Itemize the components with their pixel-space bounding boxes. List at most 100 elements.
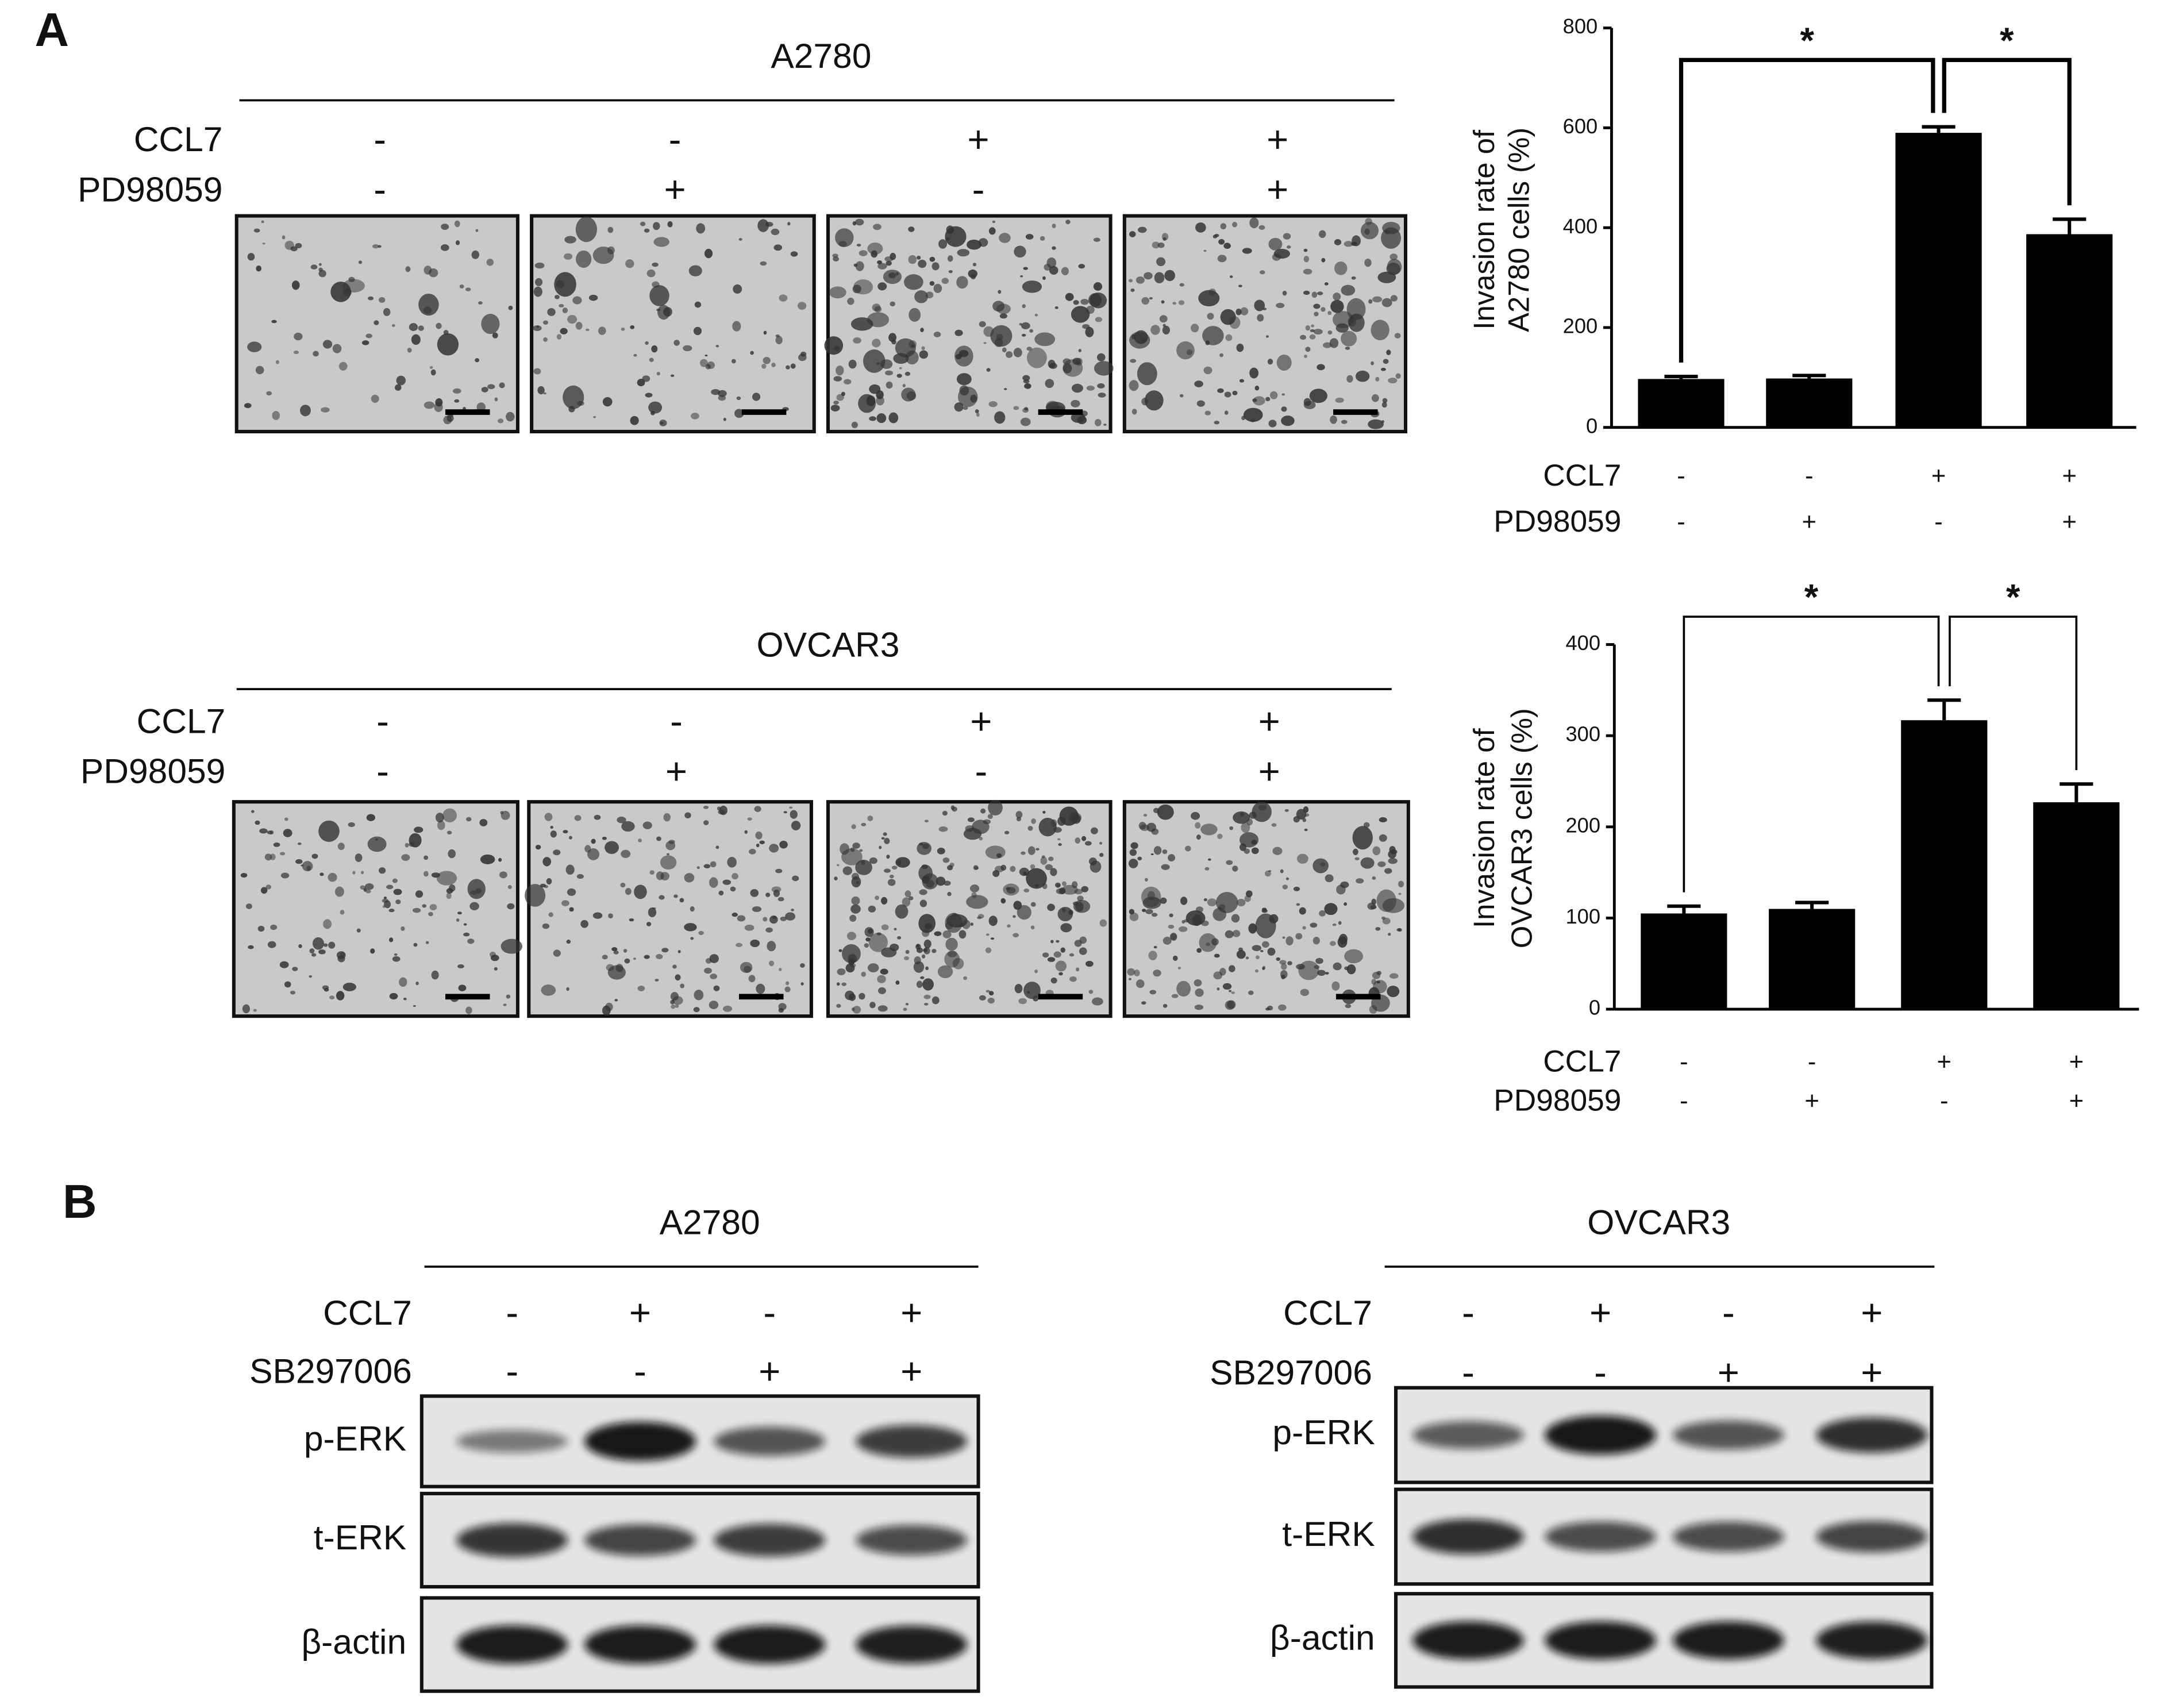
- cell: [968, 270, 977, 278]
- cell: [1229, 965, 1235, 972]
- cell: [833, 376, 842, 382]
- cell: [836, 366, 844, 376]
- y-tick-label: 200: [1563, 314, 1598, 338]
- cell: [1276, 957, 1280, 961]
- cell: [873, 224, 882, 230]
- cell: [1130, 842, 1138, 849]
- cell: [436, 322, 442, 329]
- cell: [732, 913, 738, 917]
- cell: [1312, 858, 1329, 874]
- cell: [332, 344, 342, 353]
- cell: [1334, 239, 1342, 245]
- scale-bar: [738, 994, 784, 1000]
- cell: [1030, 925, 1035, 930]
- blot-band: [1672, 1420, 1784, 1450]
- cell: [670, 374, 675, 377]
- cell: [1252, 945, 1262, 951]
- cell: [475, 358, 480, 363]
- cell: [320, 872, 324, 876]
- cell: [1144, 272, 1153, 280]
- treatment-sign: +: [900, 1291, 922, 1333]
- blot-band: [584, 1524, 696, 1556]
- cell: [1027, 826, 1033, 831]
- cell: [918, 259, 927, 268]
- cell: [876, 390, 884, 399]
- cell: [637, 985, 645, 991]
- cell: [456, 918, 460, 922]
- cell: [919, 843, 923, 846]
- treatment-sign: +: [970, 700, 992, 742]
- cell: [967, 817, 975, 822]
- cell: [985, 845, 1006, 859]
- cell: [1285, 877, 1289, 880]
- cell: [905, 950, 910, 954]
- cell: [393, 888, 402, 895]
- cell: [975, 409, 979, 414]
- cell: [775, 334, 780, 337]
- cell: [916, 980, 923, 988]
- cell: [1313, 303, 1321, 309]
- cell: [777, 897, 784, 902]
- cell: [657, 305, 670, 320]
- cell: [413, 1005, 416, 1007]
- cell: [1195, 822, 1201, 829]
- cell: [405, 843, 409, 848]
- cell: [411, 334, 421, 345]
- bar: [1901, 720, 1988, 1010]
- treatment-sign: +: [1267, 168, 1288, 210]
- cell: [1088, 857, 1097, 865]
- cell: [852, 872, 860, 880]
- cell: [311, 853, 318, 859]
- treatment-sign: +: [1258, 750, 1280, 792]
- cell: [645, 341, 649, 345]
- cell: [1379, 834, 1387, 842]
- cell: [442, 808, 457, 822]
- cell: [1345, 347, 1350, 350]
- cell: [1207, 313, 1214, 320]
- cell: [924, 820, 929, 823]
- cell: [1382, 398, 1388, 403]
- cell: [986, 933, 990, 936]
- cell: [1063, 358, 1071, 365]
- cell: [887, 879, 896, 886]
- cell: [952, 913, 957, 917]
- cell: [1153, 807, 1160, 813]
- cell: [1219, 353, 1224, 357]
- cell: [1021, 851, 1026, 855]
- cell: [1232, 930, 1241, 937]
- treatment-sign: +: [1802, 508, 1816, 536]
- cell: [311, 953, 317, 957]
- cell: [247, 253, 255, 261]
- cell: [656, 954, 663, 960]
- cell: [855, 261, 864, 271]
- cell: [1168, 854, 1176, 862]
- cell: [1176, 341, 1195, 360]
- cell: [919, 889, 927, 895]
- cell: [1268, 870, 1272, 872]
- blot-band: [1545, 1621, 1656, 1660]
- cell: [1355, 370, 1370, 382]
- cell: [779, 968, 782, 971]
- cell: [867, 243, 883, 255]
- cell: [988, 799, 1003, 816]
- cell: [1153, 945, 1157, 949]
- cell: [1096, 353, 1106, 361]
- cell: [885, 370, 893, 376]
- cell: [431, 872, 440, 878]
- cell: [563, 385, 584, 409]
- cell: [963, 828, 982, 840]
- treatment-label: CCL7: [1543, 1045, 1621, 1079]
- cell: [1353, 848, 1358, 856]
- cell: [969, 884, 980, 893]
- scale-bar: [1038, 994, 1083, 1000]
- cell: [1196, 834, 1201, 840]
- cell: [424, 401, 435, 409]
- cell: [580, 920, 588, 928]
- cell: [328, 872, 337, 882]
- cell: [1162, 325, 1170, 335]
- cell: [992, 301, 1005, 312]
- cell: [761, 363, 767, 369]
- cell: [322, 985, 329, 990]
- significance-mark: *: [1800, 21, 1814, 61]
